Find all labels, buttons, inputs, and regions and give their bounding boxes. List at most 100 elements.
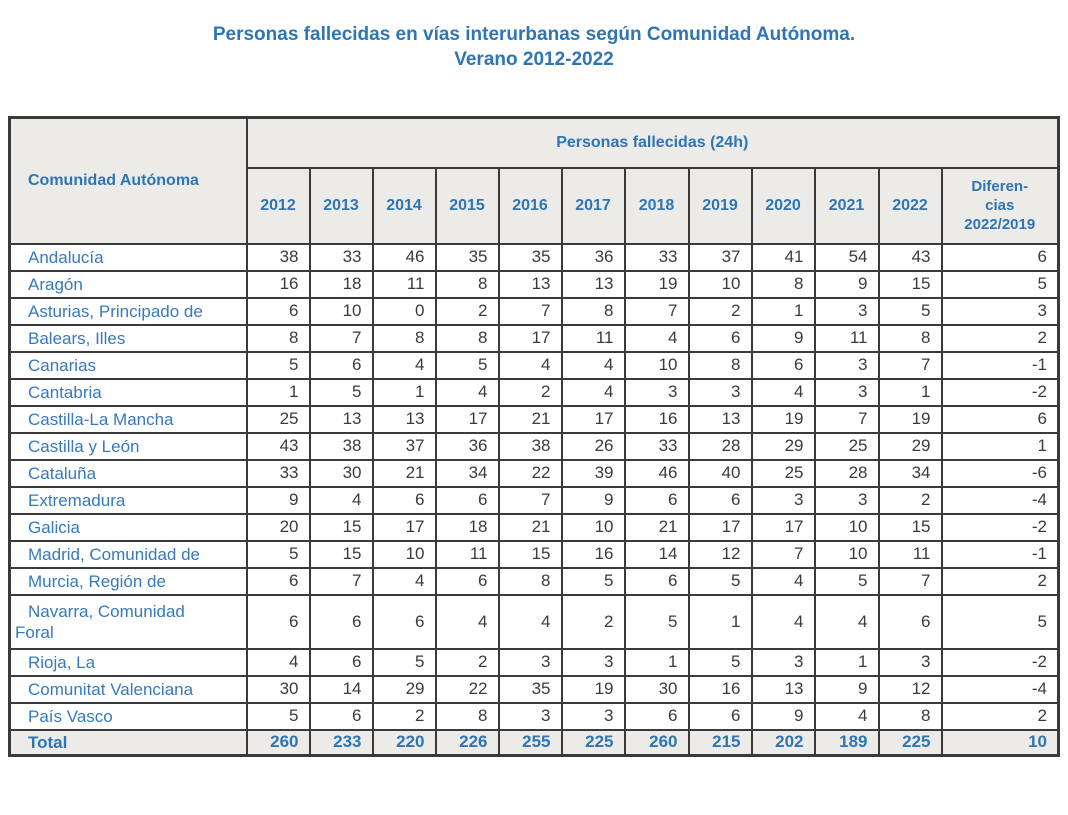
value-cell-2012: 16 <box>245 269 311 299</box>
value-cell-2018: 16 <box>623 404 690 434</box>
value-cell-2022: 15 <box>877 269 943 299</box>
value-cell-2021: 7 <box>813 404 880 434</box>
value-cell-2021: 10 <box>813 539 880 569</box>
value-cell-2014: 6 <box>371 485 437 515</box>
value-cell-2020: 9 <box>750 701 816 731</box>
value-cell-2017: 16 <box>560 539 626 569</box>
table-row: Cataluña 33 30 21 34 22 39 46 40 25 28 34 -6 <box>8 458 1060 488</box>
diff-cell: 5 <box>940 269 1060 299</box>
table-row: Extremadura 9 4 6 6 7 9 6 6 3 3 2 -4 <box>8 485 1060 515</box>
value-cell-2014: 13 <box>371 404 437 434</box>
value-cell-2012: 8 <box>245 323 311 353</box>
value-cell-2017: 13 <box>560 269 626 299</box>
year-header-2022: 2022 <box>877 166 943 245</box>
diff-cell: 3 <box>940 296 1060 326</box>
region-name-cell: Asturias, Principado de <box>8 296 248 326</box>
fatalities-table: Comunidad Autónoma Personas fallecidas (… <box>8 116 1060 757</box>
value-cell-2021: 4 <box>813 593 880 650</box>
value-cell-2018: 46 <box>623 458 690 488</box>
region-name-cell: Rioja, La <box>8 647 248 677</box>
value-cell-2020: 4 <box>750 566 816 596</box>
value-cell-2012: 43 <box>245 431 311 461</box>
value-cell-2015: 6 <box>434 566 500 596</box>
value-cell-2014: 10 <box>371 539 437 569</box>
value-cell-2018: 10 <box>623 350 690 380</box>
value-cell-2012: 1 <box>245 377 311 407</box>
diff-cell: 2 <box>940 566 1060 596</box>
value-cell-2013: 13 <box>308 404 374 434</box>
value-cell-2022: 7 <box>877 350 943 380</box>
value-cell-2022: 3 <box>877 647 943 677</box>
value-cell-2021: 4 <box>813 701 880 731</box>
value-cell-2019: 6 <box>687 701 753 731</box>
diff-cell: 1 <box>940 431 1060 461</box>
value-cell-2021: 25 <box>813 431 880 461</box>
value-cell-2014: 6 <box>371 593 437 650</box>
value-cell-2015: 6 <box>434 485 500 515</box>
year-header-2014: 2014 <box>371 166 437 245</box>
value-cell-2014: 220 <box>371 728 437 756</box>
value-cell-2016: 38 <box>497 431 563 461</box>
value-cell-2018: 33 <box>623 431 690 461</box>
value-cell-2016: 7 <box>497 296 563 326</box>
value-cell-2015: 8 <box>434 323 500 353</box>
value-cell-2014: 4 <box>371 566 437 596</box>
table-row: Rioja, La 4 6 5 2 3 3 1 5 3 1 3 -2 <box>8 647 1060 677</box>
value-cell-2017: 225 <box>560 728 626 756</box>
value-cell-2015: 22 <box>434 674 500 704</box>
diff-cell: -2 <box>940 377 1060 407</box>
value-cell-2020: 9 <box>750 323 816 353</box>
value-cell-2016: 17 <box>497 323 563 353</box>
year-header-2017: 2017 <box>560 166 626 245</box>
value-cell-2019: 37 <box>687 242 753 272</box>
value-cell-2013: 33 <box>308 242 374 272</box>
value-cell-2019: 13 <box>687 404 753 434</box>
value-cell-2012: 5 <box>245 350 311 380</box>
value-cell-2015: 4 <box>434 377 500 407</box>
value-cell-2020: 1 <box>750 296 816 326</box>
region-name-cell: Galicia <box>8 512 248 542</box>
value-cell-2022: 5 <box>877 296 943 326</box>
value-cell-2021: 3 <box>813 350 880 380</box>
value-cell-2017: 10 <box>560 512 626 542</box>
value-cell-2012: 9 <box>245 485 311 515</box>
value-cell-2020: 17 <box>750 512 816 542</box>
diff-cell: 5 <box>940 593 1060 650</box>
value-cell-2020: 4 <box>750 593 816 650</box>
table-row: Cantabria 1 5 1 4 2 4 3 3 4 3 1 -2 <box>8 377 1060 407</box>
value-cell-2014: 17 <box>371 512 437 542</box>
diff-cell: 10 <box>940 728 1060 756</box>
value-cell-2016: 21 <box>497 404 563 434</box>
region-name-cell: Aragón <box>8 269 248 299</box>
value-cell-2014: 21 <box>371 458 437 488</box>
value-cell-2019: 1 <box>687 593 753 650</box>
value-cell-2020: 19 <box>750 404 816 434</box>
value-cell-2016: 21 <box>497 512 563 542</box>
value-cell-2019: 3 <box>687 377 753 407</box>
value-cell-2017: 36 <box>560 242 626 272</box>
value-cell-2021: 9 <box>813 269 880 299</box>
value-cell-2015: 8 <box>434 701 500 731</box>
region-name-cell: Balears, Illes <box>8 323 248 353</box>
value-cell-2020: 7 <box>750 539 816 569</box>
value-cell-2015: 2 <box>434 296 500 326</box>
region-name-cell: Canarias <box>8 350 248 380</box>
value-cell-2022: 225 <box>877 728 943 756</box>
diff-cell: -2 <box>940 647 1060 677</box>
value-cell-2015: 35 <box>434 242 500 272</box>
value-cell-2022: 8 <box>877 323 943 353</box>
value-cell-2012: 5 <box>245 539 311 569</box>
value-cell-2015: 2 <box>434 647 500 677</box>
value-cell-2018: 14 <box>623 539 690 569</box>
value-cell-2012: 260 <box>245 728 311 756</box>
value-cell-2014: 37 <box>371 431 437 461</box>
value-cell-2014: 46 <box>371 242 437 272</box>
table-row: Castilla-La Mancha 25 13 13 17 21 17 16 13 19 7 19 6 <box>8 404 1060 434</box>
value-cell-2012: 5 <box>245 701 311 731</box>
value-cell-2017: 9 <box>560 485 626 515</box>
value-cell-2022: 12 <box>877 674 943 704</box>
value-cell-2012: 6 <box>245 593 311 650</box>
value-cell-2022: 7 <box>877 566 943 596</box>
value-cell-2020: 3 <box>750 485 816 515</box>
year-header-2016: 2016 <box>497 166 563 245</box>
